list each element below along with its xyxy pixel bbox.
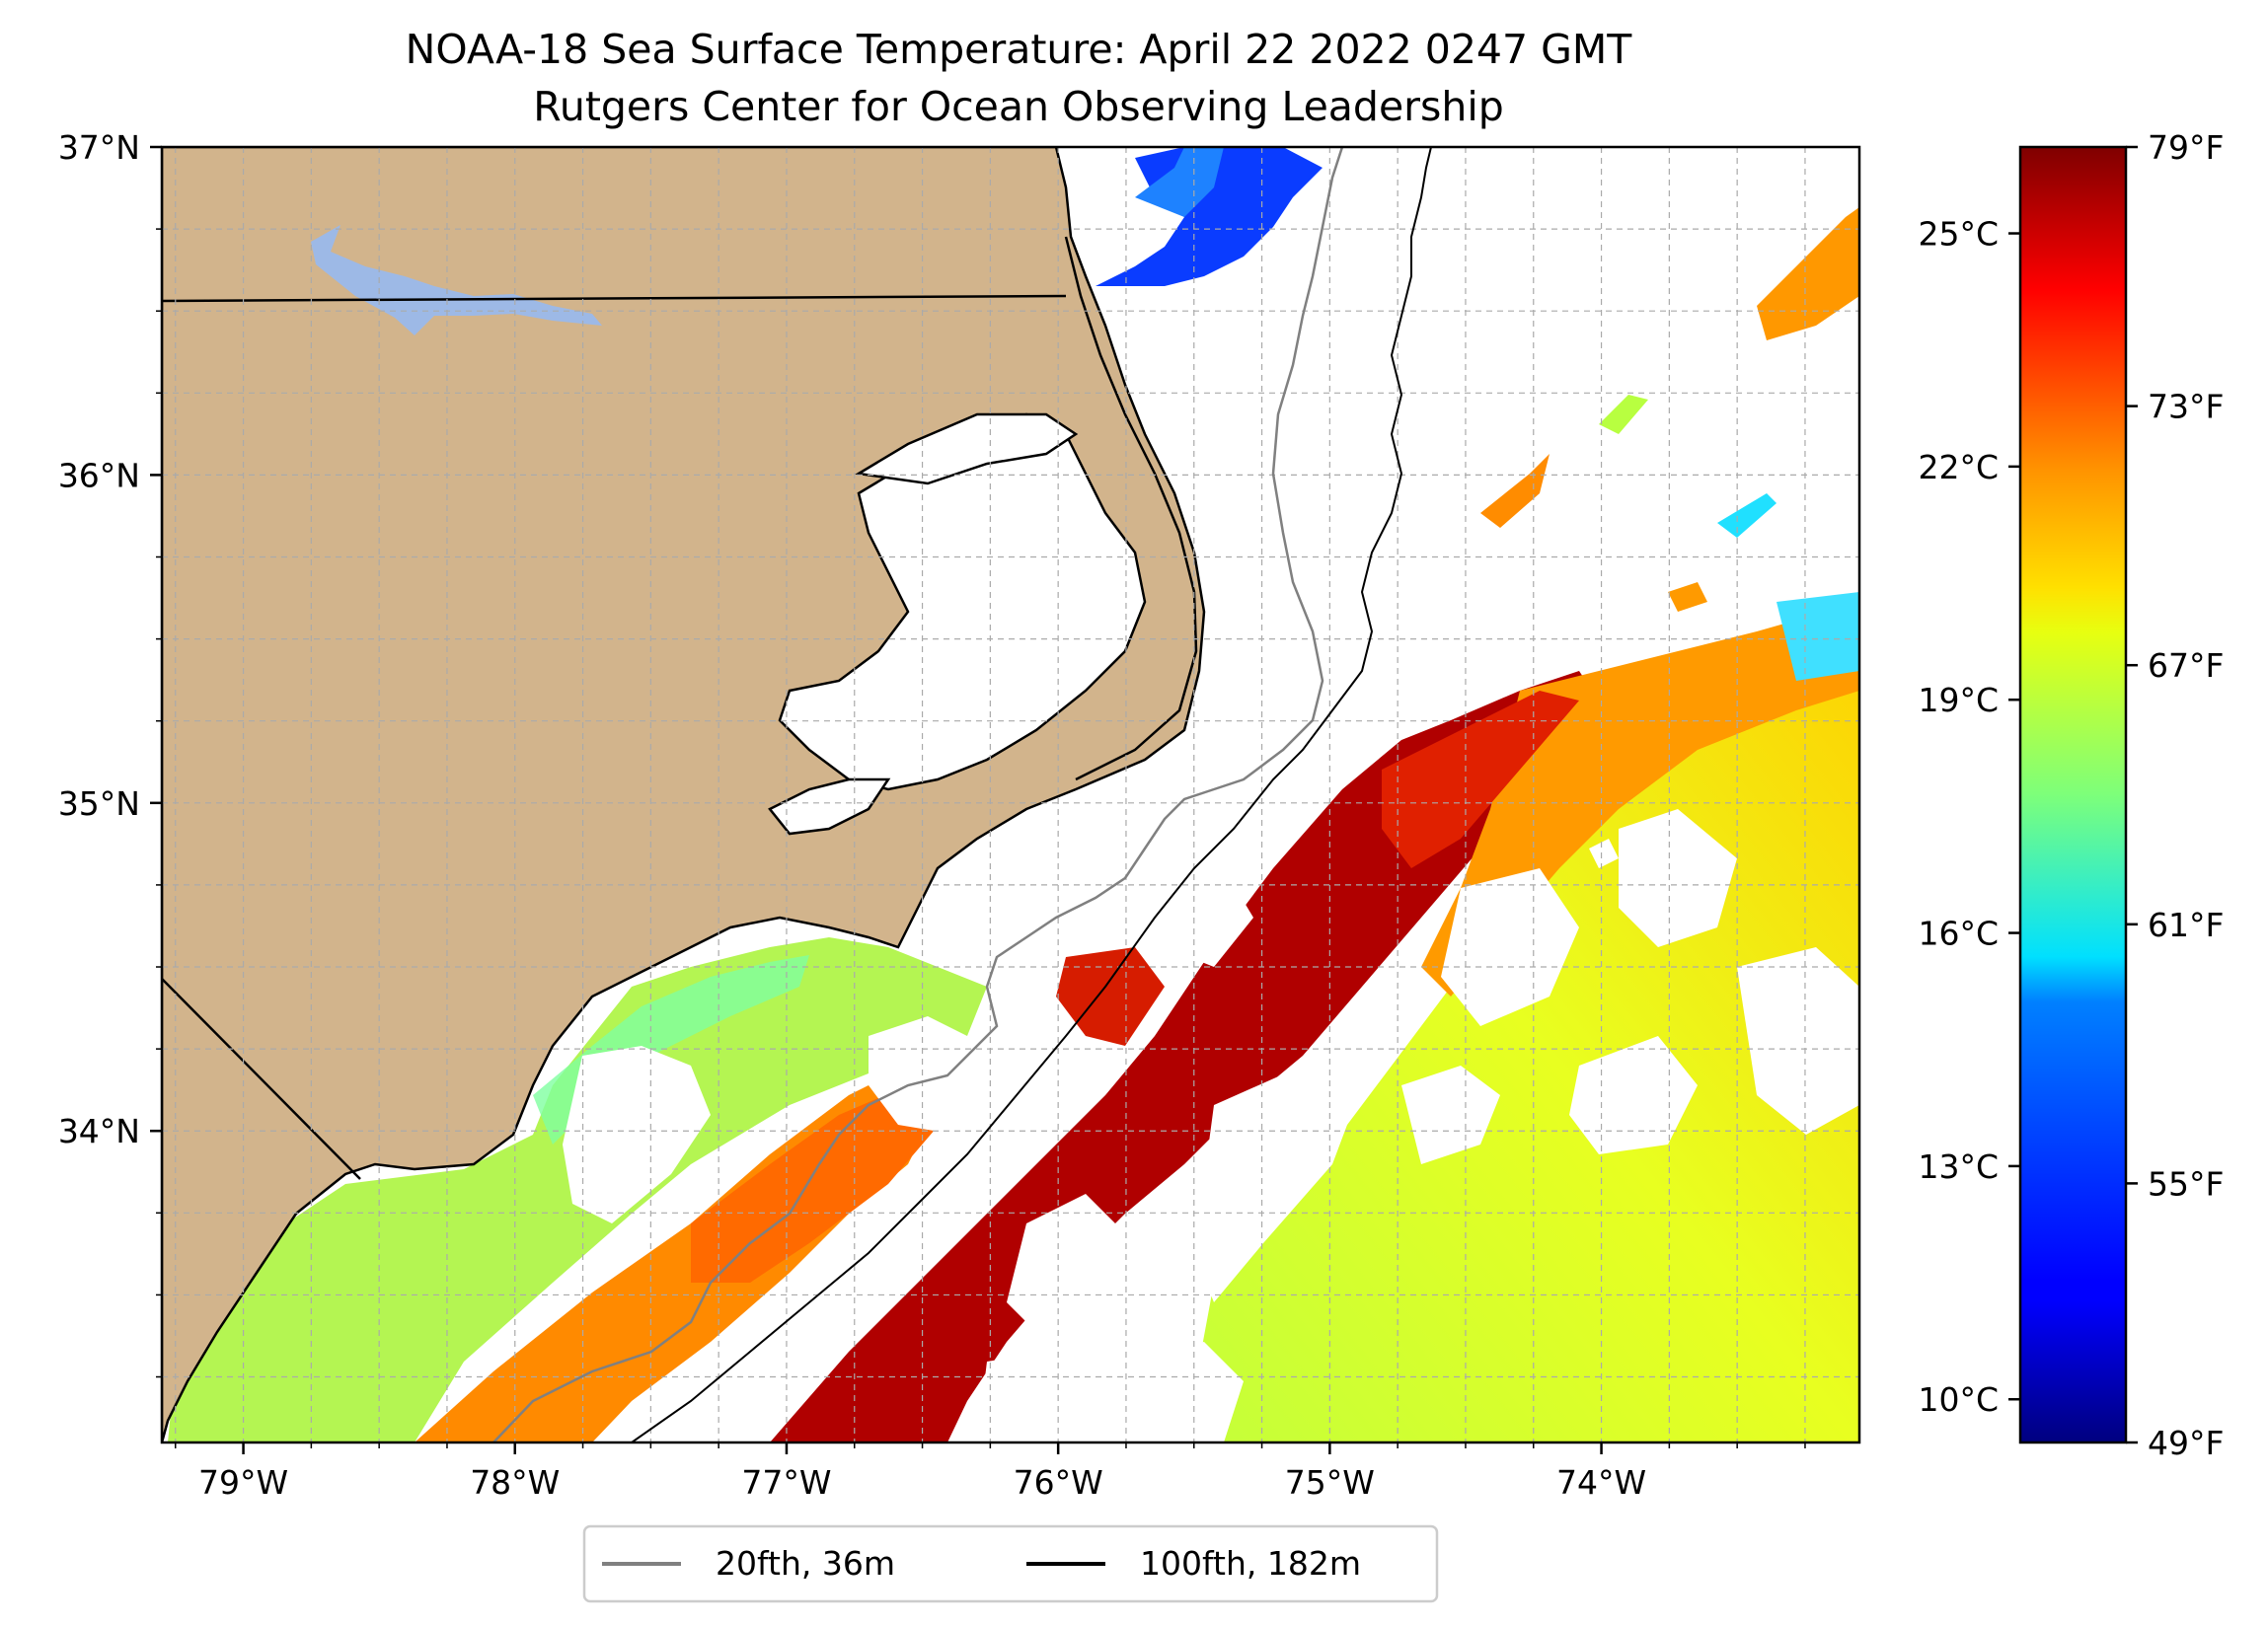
legend-box	[582, 1524, 1439, 1603]
colorbar-f-label: 61°F	[2148, 906, 2224, 944]
colorbar-f-label: 79°F	[2148, 128, 2224, 167]
map-frame	[160, 145, 1861, 1444]
colorbar-celsius-ticks: 25°C 22°C 19°C 16°C 13°C 10°C	[1918, 215, 2020, 1419]
colorbar-c-label: 22°C	[1918, 448, 1999, 486]
colorbar-gradient	[2018, 145, 2128, 1444]
isobath-20fth	[492, 147, 1344, 1442]
lat-tick-label: 36°N	[58, 456, 140, 494]
isobath-100fth	[631, 147, 1432, 1442]
colorbar-c-label: 16°C	[1918, 915, 1999, 953]
neuse-river	[768, 777, 891, 836]
lon-tick-label: 76°W	[1014, 1463, 1103, 1502]
colorbar-c-label: 13°C	[1918, 1147, 1999, 1186]
colorbar: 79°F 73°F 67°F 61°F 55°F 49°F 25°C 22°C 19°C 16°…	[1918, 128, 2224, 1462]
sst-patch-ne-4	[1717, 493, 1777, 538]
gridlines	[162, 147, 1859, 1442]
sst-patch-ne-cyan	[1777, 592, 1859, 681]
sst-field-cyan-coast	[533, 955, 809, 1145]
sst-gulf-stream-core	[770, 671, 1599, 1442]
state-border-nc-sc	[162, 978, 361, 1180]
sst-cold-patch-north-light	[1135, 147, 1224, 217]
colorbar-f-label: 67°F	[2148, 646, 2224, 685]
lat-tick-label: 35°N	[58, 784, 140, 823]
latitude-axis: 37°N 36°N 35°N 34°N	[58, 128, 162, 1378]
sst-patch-offshore-1	[1668, 582, 1707, 612]
title-line-1: NOAA-18 Sea Surface Temperature: April 2…	[406, 26, 1633, 73]
colorbar-fahrenheit-ticks: 79°F 73°F 67°F 61°F 55°F 49°F	[2126, 128, 2224, 1462]
lat-tick-label: 34°N	[58, 1112, 140, 1150]
colorbar-f-label: 55°F	[2148, 1164, 2224, 1203]
state-border-va-nc	[162, 294, 1067, 303]
lon-tick-label: 77°W	[741, 1463, 831, 1502]
sst-gulf-stream-edge	[1056, 947, 1165, 1046]
colorbar-c-label: 10°C	[1918, 1380, 1999, 1419]
outer-banks	[1064, 236, 1198, 781]
map-area	[162, 147, 1859, 1442]
lat-tick-label: 37°N	[58, 128, 140, 167]
sst-warm-band-red	[1382, 691, 1579, 868]
sst-patch-ne-1	[1757, 207, 1859, 340]
lon-tick-label: 75°W	[1285, 1463, 1375, 1502]
lake	[311, 225, 602, 335]
sst-patch-ne-3	[1599, 395, 1648, 434]
sst-field-orange-mid	[691, 1085, 947, 1283]
legend-label-20fth: 20fth, 36m	[716, 1544, 895, 1583]
cloud-gaps	[563, 809, 1859, 1442]
colorbar-c-label: 25°C	[1918, 215, 1999, 254]
lon-tick-label: 79°W	[198, 1463, 288, 1502]
title-line-2: Rutgers Center for Ocean Observing Leade…	[533, 83, 1504, 130]
colorbar-f-label: 49°F	[2148, 1424, 2224, 1462]
legend-label-100fth: 100fth, 182m	[1140, 1544, 1361, 1583]
lon-tick-label: 74°W	[1556, 1463, 1646, 1502]
lon-tick-label: 78°W	[470, 1463, 560, 1502]
colorbar-f-label: 73°F	[2148, 388, 2224, 426]
sst-patch-ne-2	[1480, 454, 1550, 528]
legend: 20fth, 36m 100fth, 182m	[582, 1524, 1439, 1603]
colorbar-c-label: 19°C	[1918, 681, 1999, 719]
sst-field-southeast	[1184, 592, 1859, 1442]
longitude-axis: 79°W 78°W 77°W 76°W 75°W 74°W	[175, 1442, 1806, 1502]
sst-cold-patch-north	[1096, 147, 1323, 286]
albemarle-sound	[855, 412, 1079, 485]
